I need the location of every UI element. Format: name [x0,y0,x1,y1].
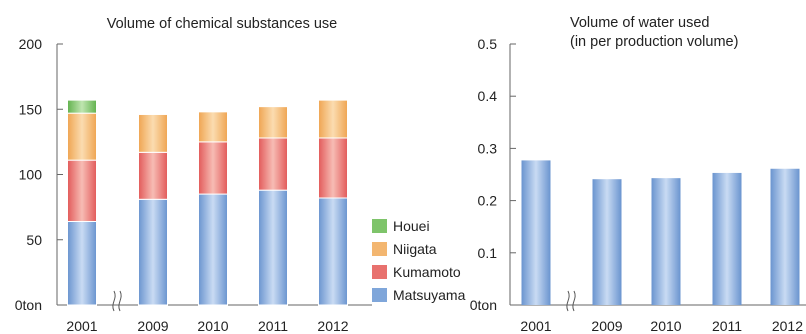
left-y-tick-label: 150 [19,101,43,117]
left-x-tick-labels: 2001 2009 2010 2011 2012 [66,318,348,334]
right-y-tick-label: 0.4 [478,88,498,104]
right-x-tick-labels: 2001 2009 2010 2011 2012 [520,318,803,334]
right-axis-break-icon [566,290,576,312]
bar-niigata-2001 [67,112,97,161]
legend-swatch-kumamoto [372,265,387,279]
right-chart-title-line1: Volume of water used [570,15,709,31]
left-chart-title: Volume of chemical substances use [107,16,338,32]
bar-water-2011 [712,172,742,305]
left-x-tick-label: 2012 [317,318,348,334]
legend-swatch-houei [372,219,387,233]
legend-label-houei: Houei [393,218,430,234]
right-x-tick-label: 2011 [712,318,742,334]
right-chart-title-line2: (in per production volume) [570,34,738,50]
bar-water-2010 [651,178,681,305]
bar-niigata-2009 [138,113,168,153]
bar-matsuyama-2012 [318,197,348,306]
right-y-axis: 0ton 0.1 0.2 0.3 0.4 0.5 [470,36,806,313]
right-y-tick-label: 0.3 [478,140,498,156]
bar-kumamoto-2010 [198,141,228,195]
bar-matsuyama-2010 [198,193,228,306]
left-x-tick-label: 2001 [66,318,97,334]
bar-niigata-2010 [198,111,228,143]
bar-niigata-2011 [258,106,288,139]
right-y-tick-label: 0.5 [478,36,498,52]
left-x-tick-label: 2010 [197,318,228,334]
right-x-tick-label: 2012 [772,318,803,334]
right-x-tick-label: 2009 [591,318,622,334]
left-x-tick-label: 2011 [258,318,288,334]
legend-label-matsuyama: Matsuyama [393,287,466,303]
bar-kumamoto-2009 [138,151,168,200]
bar-matsuyama-2001 [67,220,97,306]
legend-label-niigata: Niigata [393,241,437,257]
legend-swatch-niigata [372,242,387,256]
bar-matsuyama-2011 [258,189,288,306]
left-y-tick-label: 200 [19,36,43,52]
right-x-tick-label: 2010 [650,318,681,334]
bar-houei-2001 [67,99,97,114]
legend-label-kumamoto: Kumamoto [393,264,461,280]
left-legend: Houei Niigata Kumamoto Matsuyama [372,218,466,303]
bar-water-2001 [521,160,551,305]
bar-water-2012 [770,168,800,305]
right-y-tick-label: 0.1 [478,245,498,261]
left-x-tick-label: 2009 [137,318,168,334]
bar-kumamoto-2012 [318,137,348,199]
legend-swatch-matsuyama [372,288,387,302]
right-x-tick-label: 2001 [520,318,551,334]
bar-niigata-2012 [318,99,348,139]
right-y-tick-label: 0ton [470,297,497,313]
right-bars [521,160,800,305]
bar-matsuyama-2009 [138,198,168,306]
left-y-tick-label: 0ton [15,297,42,313]
left-y-axis: 0ton 50 100 150 200 [15,36,372,313]
right-y-tick-label: 0.2 [478,193,498,209]
left-y-tick-label: 100 [19,167,43,183]
bar-kumamoto-2011 [258,137,288,191]
bar-water-2009 [592,179,622,305]
bar-kumamoto-2001 [67,159,97,222]
left-y-tick-label: 50 [26,232,42,248]
left-bars [67,99,348,306]
left-axis-break-icon [112,290,122,312]
